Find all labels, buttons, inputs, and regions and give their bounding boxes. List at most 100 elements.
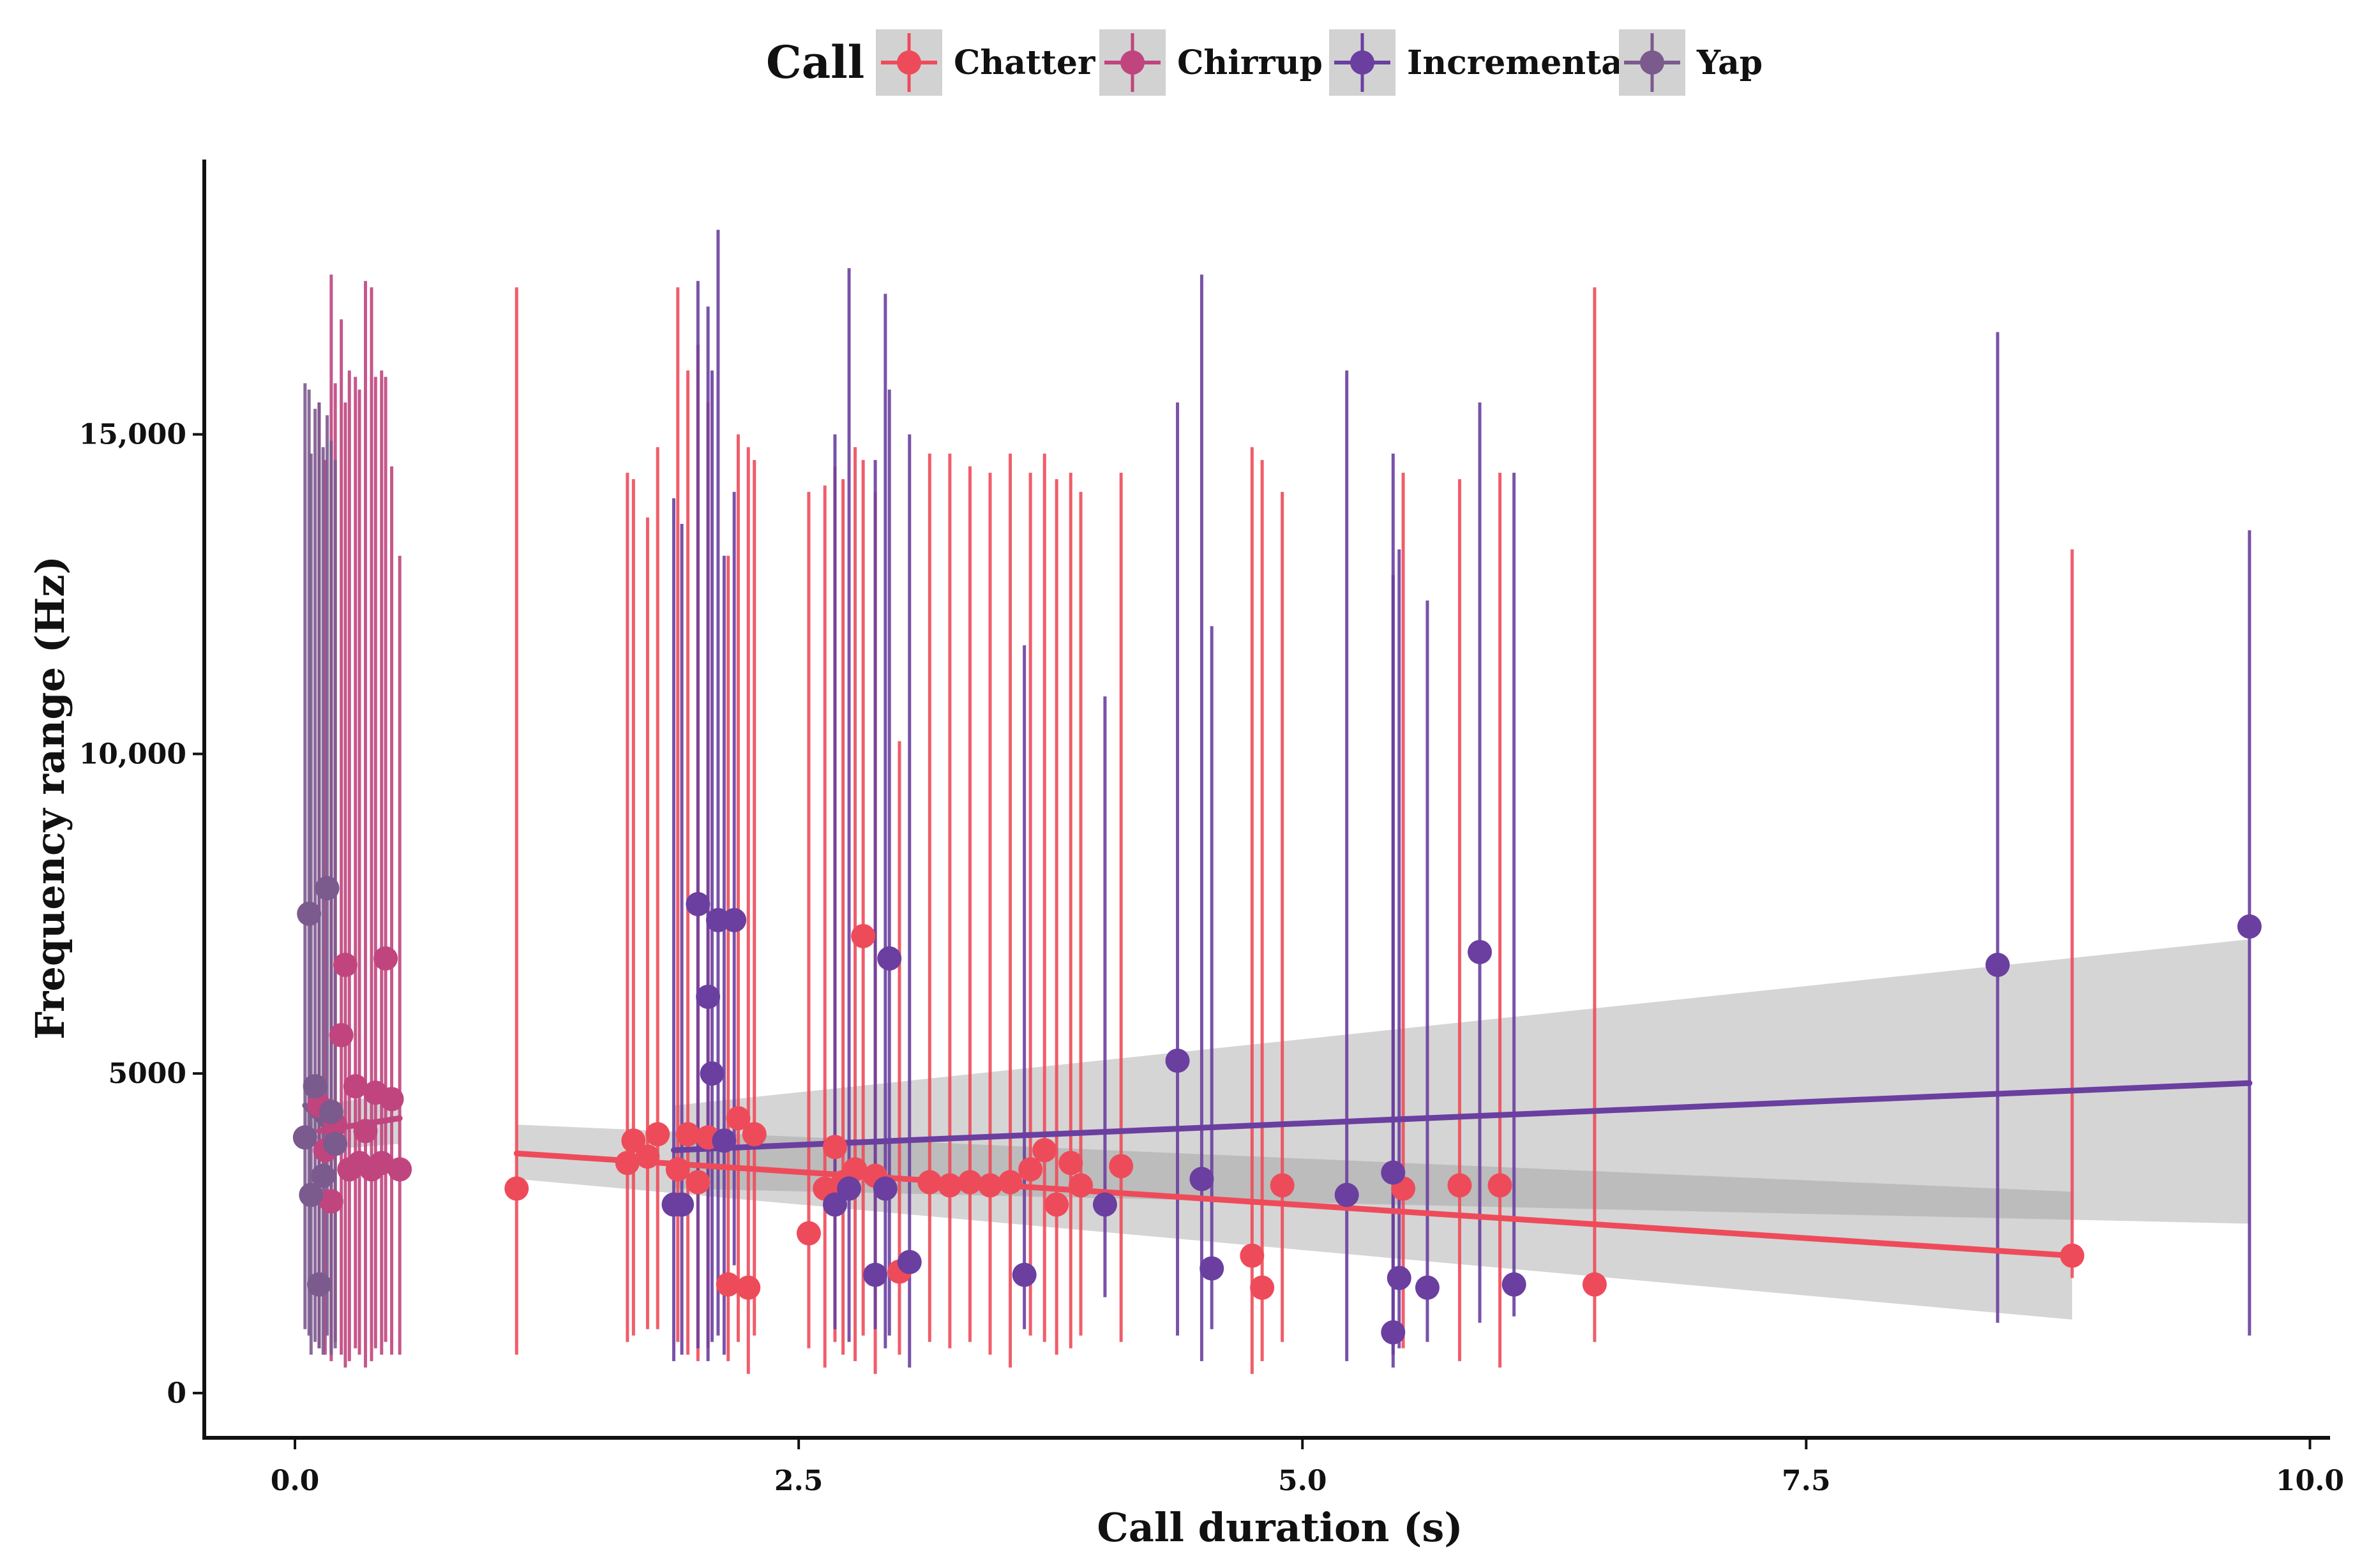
data-point xyxy=(1447,1173,1472,1198)
trend-line xyxy=(513,1150,2075,1259)
legend-label: Yap xyxy=(1696,43,1763,82)
data-point xyxy=(873,1176,898,1201)
data-point xyxy=(621,1128,646,1153)
data-point xyxy=(343,1074,368,1099)
data-point xyxy=(1468,939,1492,964)
data-point xyxy=(696,984,721,1009)
data-point xyxy=(306,1272,331,1297)
data-point xyxy=(635,1144,660,1169)
data-point xyxy=(2059,1243,2084,1268)
data-point xyxy=(716,1272,741,1297)
y-tick-label: 0 xyxy=(167,1377,186,1410)
data-point xyxy=(822,1192,847,1217)
data-point xyxy=(822,1135,847,1160)
data-point xyxy=(742,1122,767,1147)
y-axis-title: Frequency range (Hz) xyxy=(27,556,73,1040)
x-tick-label: 10.0 xyxy=(2276,1465,2344,1497)
data-point xyxy=(1044,1192,1069,1217)
confidence-band xyxy=(516,1124,2072,1320)
data-point xyxy=(1985,952,2010,977)
legend-key-point xyxy=(1640,50,1664,75)
data-point xyxy=(373,946,398,971)
data-point xyxy=(1381,1160,1406,1185)
data-point xyxy=(897,1250,922,1274)
data-point xyxy=(700,1061,725,1086)
data-point xyxy=(292,1125,317,1150)
data-point xyxy=(504,1176,529,1201)
data-point xyxy=(1165,1049,1190,1073)
data-point xyxy=(796,1221,821,1246)
legend-label: Incremental xyxy=(1407,43,1636,82)
data-point xyxy=(1032,1138,1057,1163)
data-point xyxy=(615,1151,640,1176)
data-point xyxy=(1200,1256,1224,1281)
y-tick-label: 10,000 xyxy=(79,738,186,770)
data-point xyxy=(299,1183,324,1207)
data-point xyxy=(686,892,711,916)
data-point xyxy=(387,1157,412,1182)
data-point xyxy=(937,1173,962,1198)
data-point xyxy=(1092,1192,1117,1217)
data-point xyxy=(1270,1173,1295,1198)
legend-key-point xyxy=(1120,50,1145,75)
data-point xyxy=(665,1157,690,1182)
data-point xyxy=(958,1170,982,1195)
x-axis-title: Call duration (s) xyxy=(1097,1504,1463,1551)
data-point xyxy=(315,876,340,900)
data-point xyxy=(843,1157,868,1182)
data-point xyxy=(1487,1173,1512,1198)
data-point xyxy=(645,1122,670,1147)
data-point xyxy=(736,1275,761,1300)
data-point xyxy=(851,923,876,948)
data-point xyxy=(675,1122,700,1147)
data-point xyxy=(303,1074,327,1099)
data-point xyxy=(686,1170,711,1195)
data-points xyxy=(292,876,2262,1345)
data-point xyxy=(726,1106,751,1131)
confidence-bands xyxy=(305,939,2250,1320)
data-point xyxy=(977,1173,1002,1198)
data-point xyxy=(329,1023,354,1048)
data-point xyxy=(1415,1275,1440,1300)
data-point xyxy=(319,1189,343,1214)
data-point xyxy=(712,1128,737,1153)
y-tick-label: 5000 xyxy=(109,1057,186,1090)
data-point xyxy=(1501,1272,1526,1297)
legend-key-point xyxy=(897,50,921,75)
x-tick-label: 7.5 xyxy=(1782,1465,1831,1497)
legend: Call Chatter Chirrup Incremental Yap xyxy=(766,29,1763,96)
data-point xyxy=(1240,1243,1265,1268)
legend-label: Chatter xyxy=(954,43,1095,82)
data-point xyxy=(837,1176,862,1201)
data-point xyxy=(1334,1183,1359,1207)
data-point xyxy=(297,901,322,926)
data-point xyxy=(722,907,747,932)
data-point xyxy=(1058,1151,1083,1176)
y-tick-label: 15,000 xyxy=(79,419,186,451)
data-point xyxy=(379,1087,404,1112)
data-point xyxy=(311,1163,336,1188)
data-point xyxy=(353,1119,378,1144)
data-point xyxy=(1189,1167,1214,1191)
y-axis-ticks: 0 5000 10,000 15,000 xyxy=(79,419,204,1410)
data-point xyxy=(1582,1272,1607,1297)
x-tick-label: 5.0 xyxy=(1278,1465,1327,1497)
data-point xyxy=(917,1170,942,1195)
data-point xyxy=(1387,1266,1411,1290)
data-point xyxy=(319,1100,343,1124)
data-point xyxy=(2237,914,2262,939)
legend-label: Chirrup xyxy=(1177,43,1323,82)
data-point xyxy=(333,952,357,977)
data-point xyxy=(1381,1320,1406,1345)
x-tick-label: 0.0 xyxy=(271,1465,320,1497)
legend-key-point xyxy=(1350,50,1374,75)
data-point xyxy=(1250,1275,1275,1300)
data-point xyxy=(998,1170,1023,1195)
x-axis-ticks: 0.0 2.5 5.0 7.5 10.0 xyxy=(271,1438,2344,1497)
data-point xyxy=(1012,1262,1037,1287)
data-point xyxy=(1109,1154,1134,1179)
data-point xyxy=(670,1192,695,1217)
data-point xyxy=(863,1262,888,1287)
data-point xyxy=(1069,1173,1094,1198)
data-point xyxy=(1018,1157,1043,1182)
